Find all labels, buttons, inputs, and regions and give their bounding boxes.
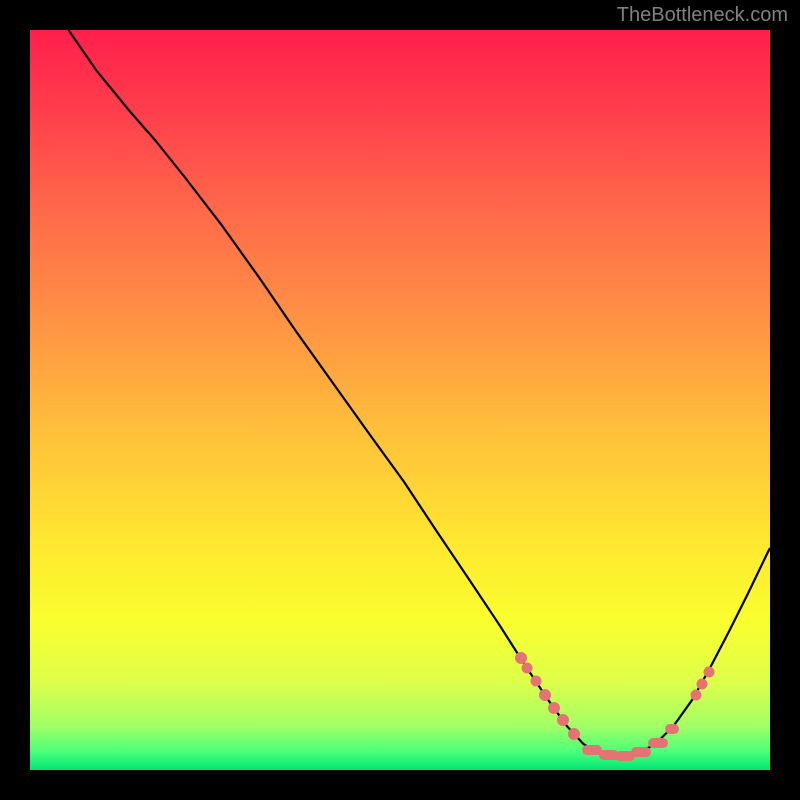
curve-marker	[522, 662, 533, 673]
curve-marker	[703, 666, 714, 677]
curve-marker	[648, 738, 668, 748]
curve-marker	[531, 676, 542, 687]
chart-container: TheBottleneck.com	[0, 0, 800, 800]
attribution-text: TheBottleneck.com	[617, 4, 788, 27]
plot-area	[30, 30, 770, 770]
curve-marker	[696, 679, 707, 690]
curve-marker	[691, 690, 702, 701]
curve-marker	[665, 724, 679, 734]
curve-marker	[631, 747, 651, 757]
bottleneck-curve	[30, 30, 770, 770]
curve-marker	[568, 728, 580, 740]
curve-marker	[548, 702, 560, 714]
curve-marker	[539, 689, 551, 701]
curve-marker	[557, 714, 569, 726]
